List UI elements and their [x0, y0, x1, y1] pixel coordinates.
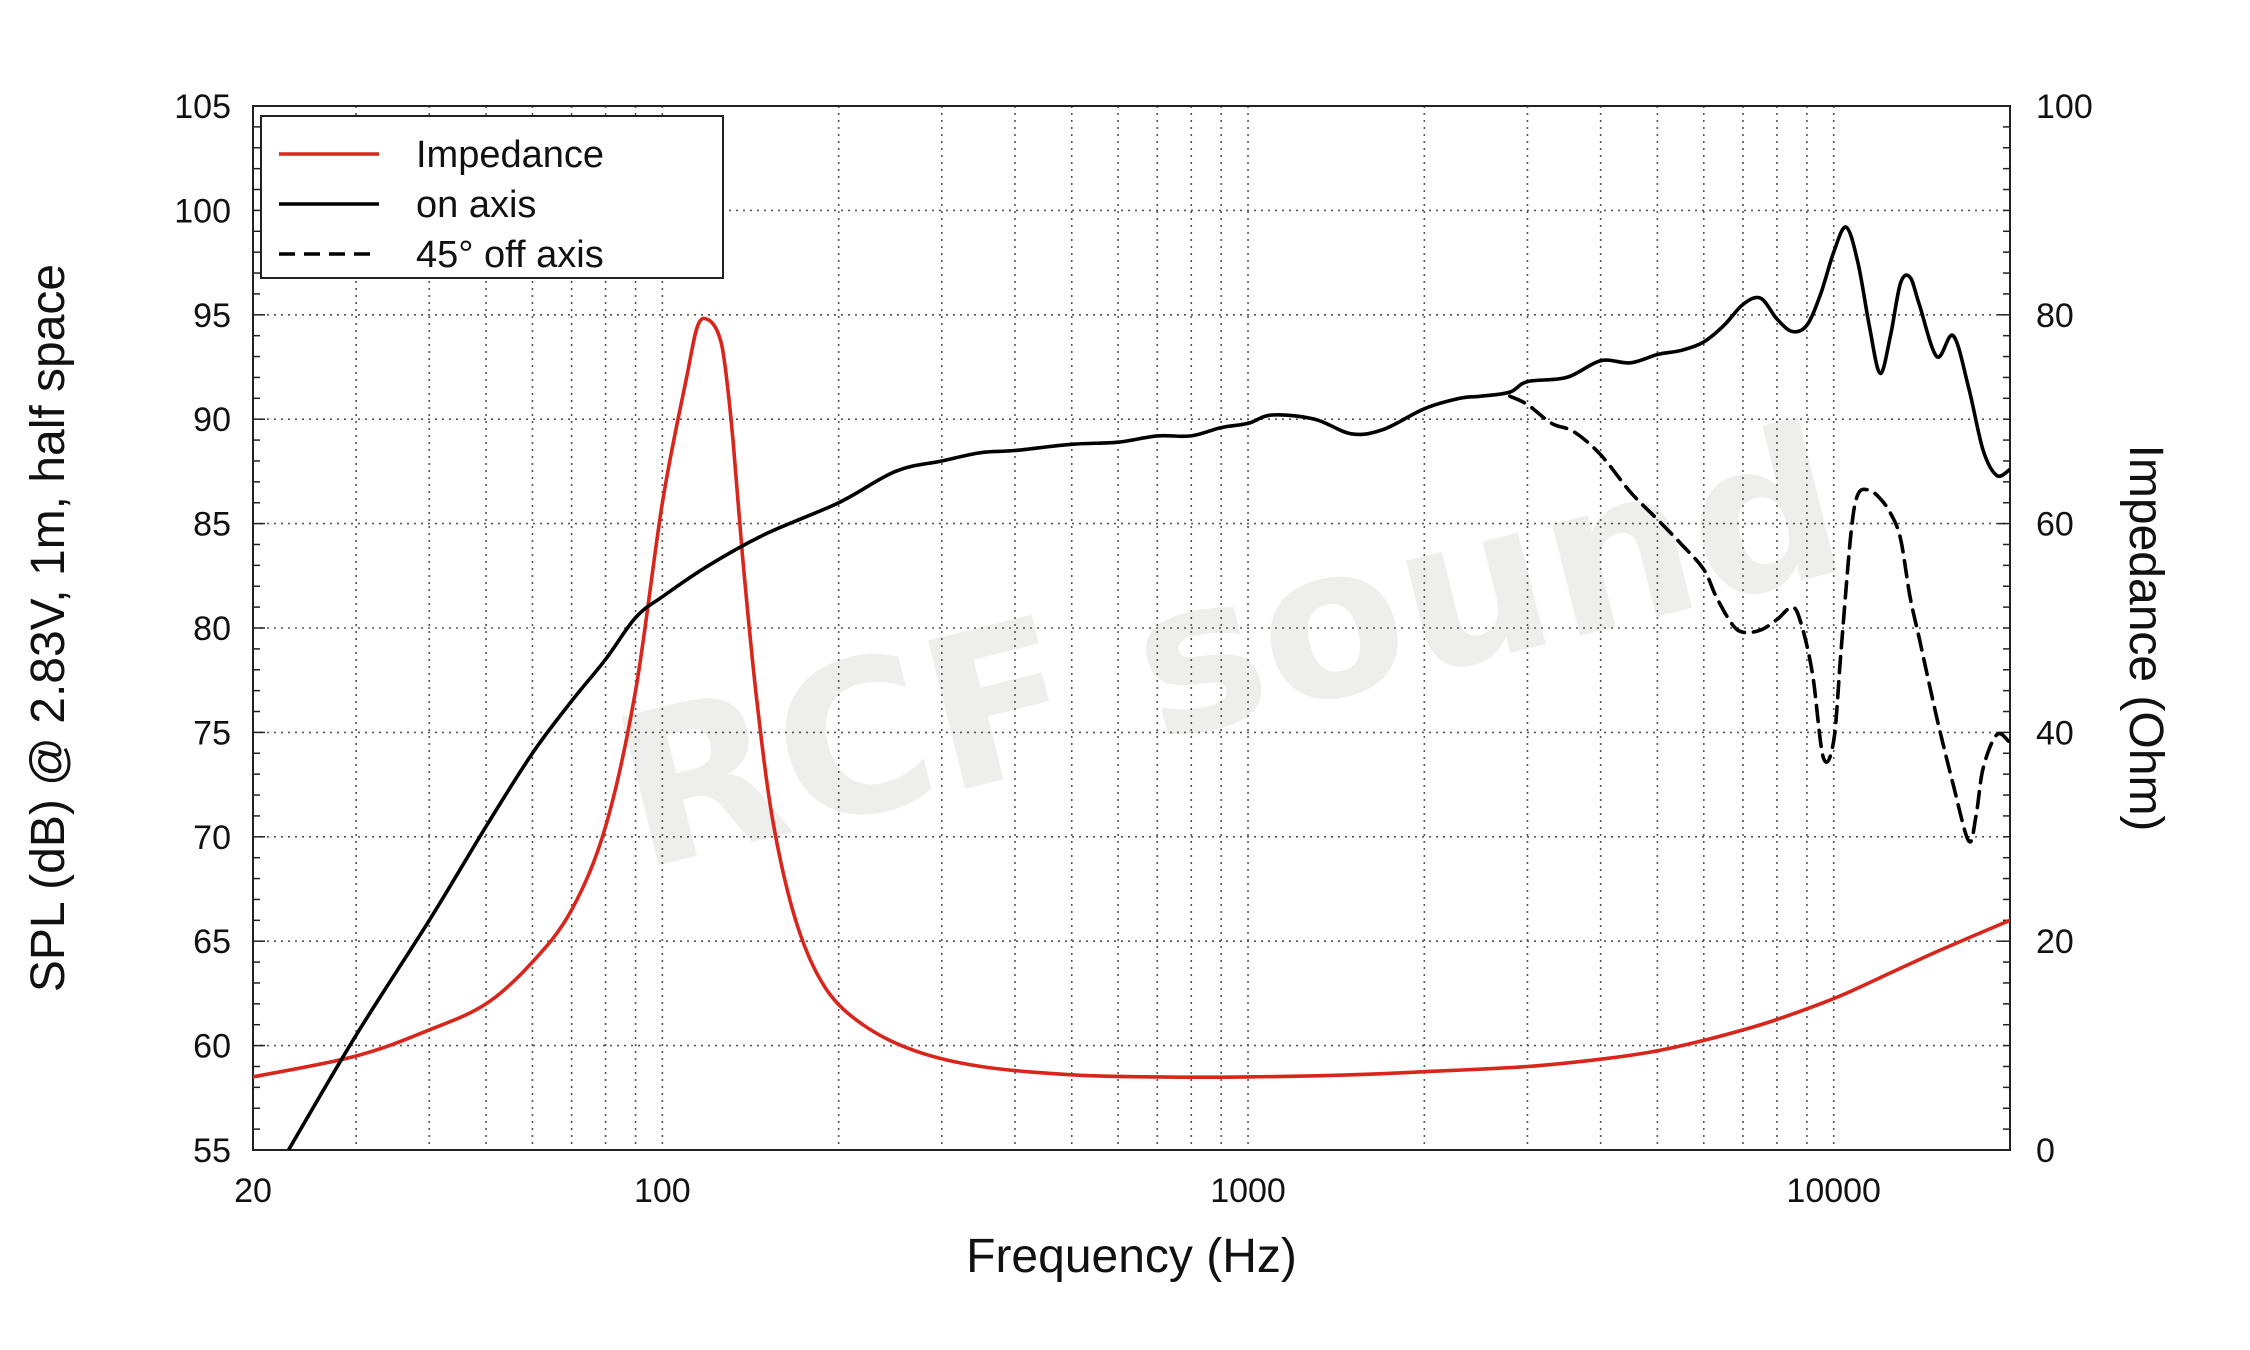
x-axis-title: Frequency (Hz)	[966, 1230, 1297, 1283]
y2-tick-label: 60	[2036, 506, 2074, 544]
y2-tick-label: 100	[2036, 88, 2093, 126]
series-line-impedance	[253, 316, 2010, 1079]
y2-tick-label: 0	[2036, 1132, 2055, 1170]
y-tick-label: 95	[193, 297, 231, 335]
y-tick-label: 75	[193, 714, 231, 752]
y-tick-label: 60	[193, 1028, 231, 1066]
legend: Impedance on axis 45° off axis	[260, 115, 724, 279]
grid	[253, 106, 2010, 1150]
legend-label: 45° off axis	[416, 234, 604, 276]
legend-label: on axis	[416, 184, 536, 226]
y-tick-label: 65	[193, 923, 231, 961]
series-line-45-off-axis	[1508, 394, 2010, 844]
legend-box	[260, 115, 724, 279]
y-tick-label: 105	[174, 88, 231, 126]
y2-axis-title: Impedance (Ohm)	[2119, 445, 2172, 832]
y-tick-label: 55	[193, 1132, 231, 1170]
series-layer	[253, 225, 2010, 1150]
legend-label: Impedance	[416, 134, 604, 176]
y-tick-label: 100	[174, 192, 231, 230]
y-tick-label: 90	[193, 401, 231, 439]
y-axis-title: SPL (dB) @ 2.83V, 1m, half space	[22, 264, 75, 992]
tick-labels: 55 60 65 70 75 80 85 90 95 100 105 0 20 40 60 80 100 20 10…	[174, 88, 2092, 1210]
minor-ticks	[253, 105, 2010, 1151]
y-tick-label: 80	[193, 610, 231, 648]
y-tick-label: 85	[193, 506, 231, 544]
series-line-on-axis	[286, 225, 2010, 1150]
x-tick-label: 20	[234, 1172, 272, 1210]
x-tick-label: 100	[634, 1172, 691, 1210]
y2-tick-label: 20	[2036, 923, 2074, 961]
y2-tick-label: 80	[2036, 297, 2074, 335]
x-tick-label: 10000	[1786, 1172, 1881, 1210]
x-tick-label: 1000	[1210, 1172, 1286, 1210]
y-tick-label: 70	[193, 819, 231, 857]
y2-tick-label: 40	[2036, 714, 2074, 752]
